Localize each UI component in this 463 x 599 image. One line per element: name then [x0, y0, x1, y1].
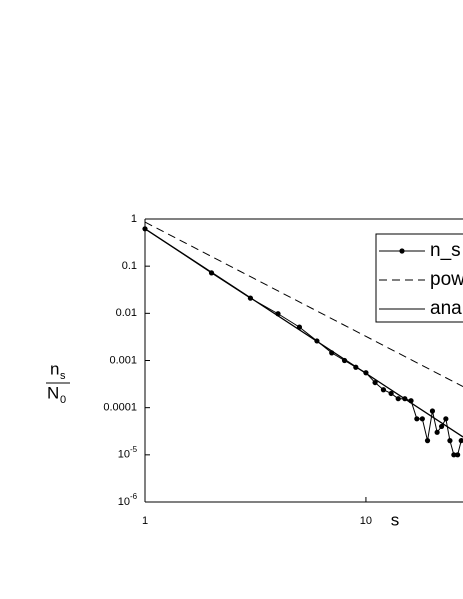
data-point — [434, 429, 440, 435]
y-axis-label: n s N 0 — [46, 359, 70, 406]
data-point — [451, 452, 457, 458]
y-tick-label: 10 — [118, 449, 130, 461]
y-label-num: n — [50, 359, 59, 378]
y-tick-label: 1 — [131, 213, 137, 225]
data-point — [443, 416, 449, 422]
data-point — [424, 438, 431, 444]
y-label-den: N — [47, 383, 59, 402]
y-tick-exponent: -5 — [130, 445, 138, 454]
data-point — [372, 379, 378, 386]
y-label-num-sub: s — [60, 370, 66, 382]
legend-box — [375, 233, 463, 323]
legend-label: n_s — [430, 240, 461, 261]
series-line — [144, 228, 463, 438]
data-point — [395, 396, 401, 402]
x-tick-label: 10 — [360, 515, 372, 527]
data-point — [388, 390, 394, 397]
legend-label: ana — [430, 298, 462, 319]
data-point — [438, 423, 445, 430]
data-point — [419, 416, 425, 422]
legend-marker — [399, 248, 405, 254]
data-point — [414, 416, 420, 422]
data-point — [380, 387, 387, 393]
y-tick-label: 0.0001 — [103, 402, 137, 414]
data-point — [458, 438, 463, 444]
y-label-den-sub: 0 — [60, 394, 66, 406]
data-point — [429, 408, 436, 414]
y-tick-label: 0.001 — [109, 354, 137, 366]
y-tick-label: 0.01 — [116, 307, 137, 319]
x-tick-label: 1 — [142, 515, 148, 527]
y-tick-label: 10 — [118, 496, 130, 508]
series-line — [144, 221, 463, 388]
data-point — [447, 438, 453, 444]
y-tick-label: 0.1 — [122, 260, 137, 272]
x-axis-label: s — [391, 510, 400, 529]
legend-label: pow — [430, 269, 463, 290]
y-tick-exponent: -6 — [130, 492, 138, 501]
data-point — [455, 452, 461, 458]
